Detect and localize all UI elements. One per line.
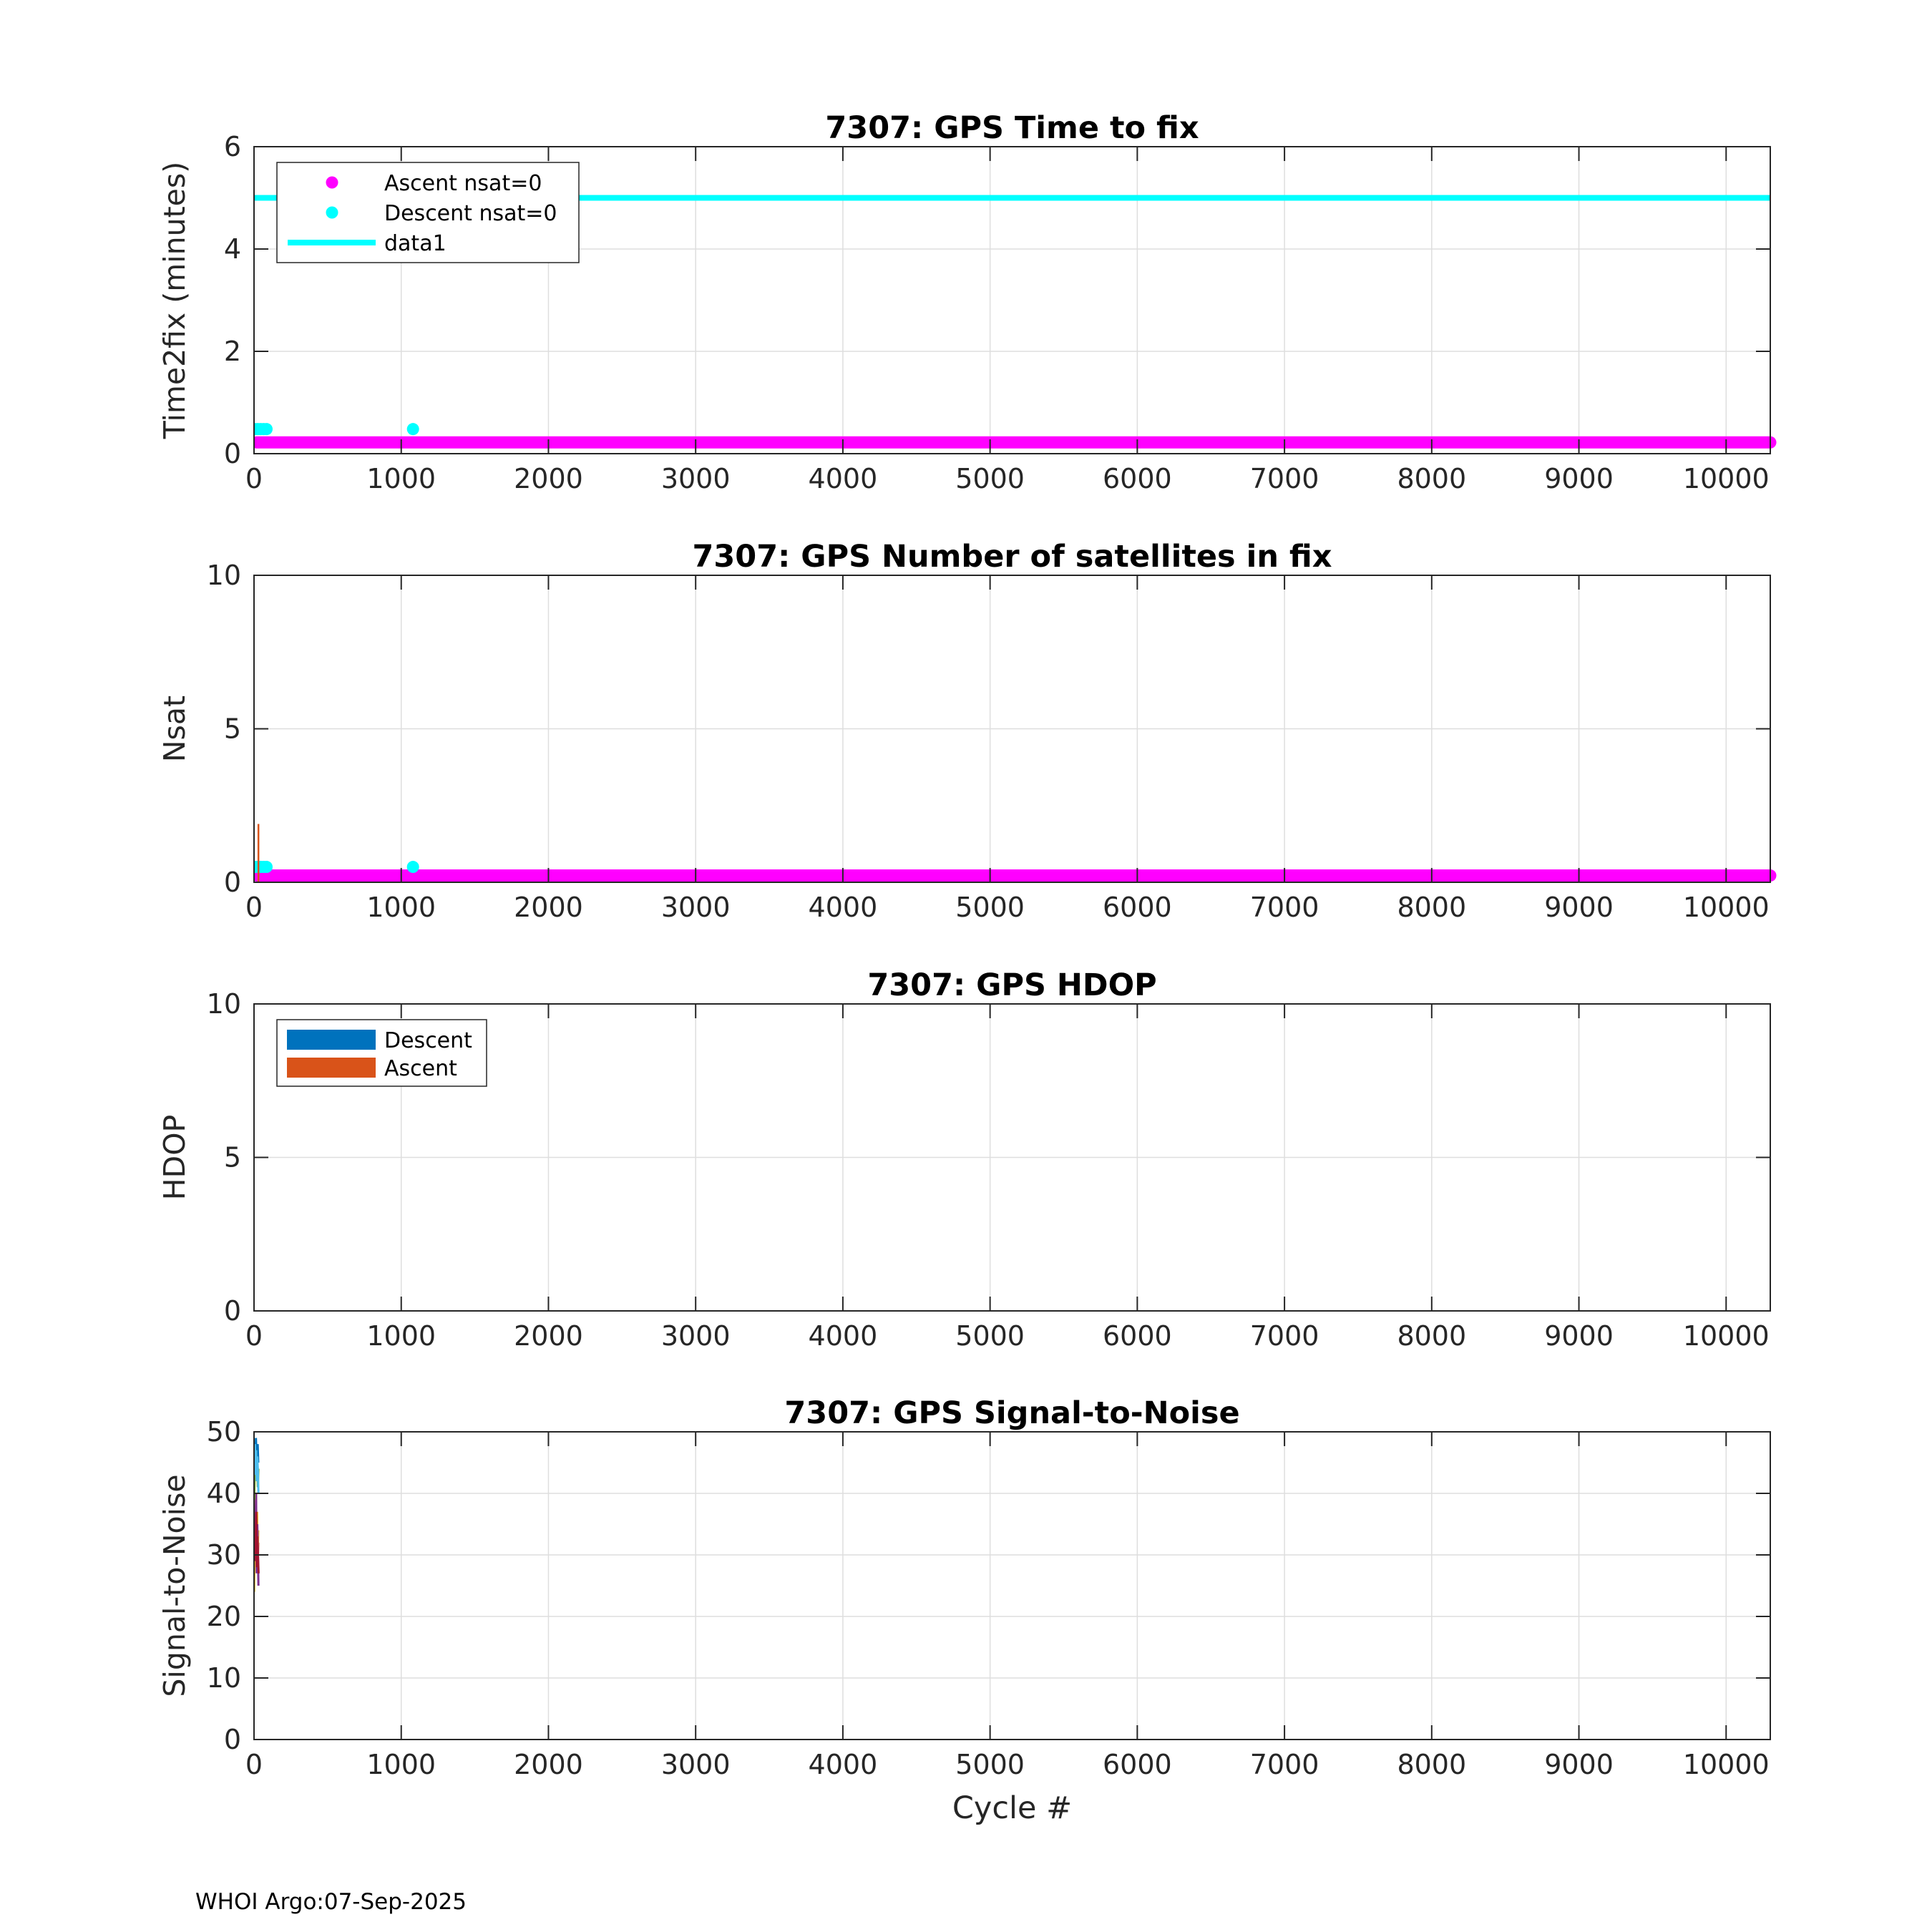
- y-tick-label: 10: [207, 988, 241, 1020]
- legend: Ascent nsat=0 Descent nsat=0 data1: [276, 162, 580, 263]
- x-tick-label: 5000: [955, 1749, 1025, 1780]
- chart-nsat: 0 1000 2000 3000 4000 5000 6000 7000 8000 9000 100…: [157, 539, 1777, 923]
- chart-title: 7307: GPS Number of satellites in fix: [692, 539, 1332, 575]
- data-point: [406, 423, 419, 436]
- x-tick-label: 4000: [809, 892, 878, 923]
- y-tick-label: 50: [207, 1416, 241, 1448]
- x-tick-label: 3000: [661, 892, 731, 923]
- x-tick-label: 1000: [366, 1749, 436, 1780]
- legend-swatch-bar: [287, 1030, 376, 1050]
- x-tick-label: 7000: [1250, 892, 1319, 923]
- legend-entry: data1: [384, 231, 447, 256]
- x-axis-label: Cycle #: [952, 1790, 1072, 1826]
- data-point: [260, 423, 273, 436]
- legend-swatch-marker: [326, 176, 338, 189]
- y-tick-label: 0: [224, 1724, 241, 1755]
- x-tick-label: 7000: [1250, 463, 1319, 494]
- x-tick-label: 6000: [1103, 1749, 1172, 1780]
- y-tick-label: 0: [224, 1295, 241, 1327]
- x-tick-label: 10000: [1683, 1749, 1770, 1780]
- data-layer: [254, 1438, 260, 1592]
- x-tick-label: 6000: [1103, 892, 1172, 923]
- x-tick-label: 10000: [1683, 892, 1770, 923]
- y-tick-label: 0: [224, 438, 241, 469]
- y-tick-label: 40: [207, 1478, 241, 1509]
- x-tick-label: 5000: [955, 892, 1025, 923]
- legend-entry: Ascent nsat=0: [384, 171, 542, 196]
- x-tick-label: 4000: [809, 1749, 878, 1780]
- x-tick-label: 3000: [661, 463, 731, 494]
- x-tick-label: 8000: [1397, 892, 1466, 923]
- x-tick-label: 8000: [1397, 1749, 1466, 1780]
- x-tick-label: 10000: [1683, 1320, 1770, 1352]
- x-tick-label: 2000: [514, 892, 583, 923]
- legend-swatch-bar: [287, 1058, 376, 1078]
- x-tick-label: 9000: [1544, 892, 1614, 923]
- x-tick-label: 0: [245, 1749, 263, 1780]
- y-tick-label: 5: [224, 713, 241, 745]
- y-tick-label: 6: [224, 131, 241, 162]
- x-tick-label: 2000: [514, 463, 583, 494]
- axes-box: [253, 1431, 1771, 1740]
- legend: Descent Ascent: [276, 1019, 487, 1087]
- x-tick-label: 2000: [514, 1749, 583, 1780]
- y-tick-label: 30: [207, 1539, 241, 1571]
- x-tick-label: 8000: [1397, 1320, 1466, 1352]
- x-tick-label: 8000: [1397, 463, 1466, 494]
- x-tick-label: 4000: [809, 463, 878, 494]
- x-tick-label: 1000: [366, 463, 436, 494]
- x-tick-label: 10000: [1683, 463, 1770, 494]
- y-axis-label: HDOP: [157, 1115, 192, 1200]
- chart-title: 7307: GPS Signal-to-Noise: [784, 1395, 1239, 1431]
- x-tick-label: 6000: [1103, 1320, 1172, 1352]
- y-axis-label: Time2fix (minutes): [157, 162, 192, 440]
- x-tick-label: 5000: [955, 1320, 1025, 1352]
- chart-title: 7307: GPS Time to fix: [825, 110, 1199, 146]
- y-tick-label: 0: [224, 867, 241, 898]
- y-tick-label: 10: [207, 560, 241, 591]
- x-tick-label: 3000: [661, 1749, 731, 1780]
- data-layer: [254, 824, 1777, 882]
- x-tick-label: 7000: [1250, 1749, 1319, 1780]
- chart-hdop: 0 1000 2000 3000 4000 5000 6000 7000 8000 9000 100…: [157, 967, 1771, 1352]
- y-axis-label: Signal-to-Noise: [157, 1474, 192, 1697]
- plot-area: [254, 1432, 1770, 1740]
- chart-time2fix: 0 1000 2000 3000 4000 5000 6000 7000 8000 9000 100…: [157, 110, 1777, 494]
- axes-box: [253, 146, 1771, 454]
- x-tick-label: 1000: [366, 1320, 436, 1352]
- data-point: [406, 861, 419, 874]
- series-line: [254, 1444, 260, 1494]
- x-tick-label: 9000: [1544, 1749, 1614, 1780]
- legend-entry: Descent nsat=0: [384, 201, 557, 226]
- x-tick-label: 3000: [661, 1320, 731, 1352]
- x-tick-label: 7000: [1250, 1320, 1319, 1352]
- x-tick-label: 9000: [1544, 463, 1614, 494]
- legend-entry: Descent: [384, 1028, 472, 1053]
- y-tick-label: 2: [224, 336, 241, 367]
- y-tick-label: 10: [207, 1662, 241, 1694]
- legend-entry: Ascent: [384, 1056, 457, 1081]
- x-tick-label: 9000: [1544, 1320, 1614, 1352]
- x-tick-label: 2000: [514, 1320, 583, 1352]
- y-tick-label: 4: [224, 233, 241, 265]
- footer-label: WHOI Argo:07-Sep-2025: [195, 1889, 467, 1915]
- x-tick-label: 6000: [1103, 463, 1172, 494]
- x-tick-label: 4000: [809, 1320, 878, 1352]
- x-tick-label: 0: [245, 892, 263, 923]
- chart-title: 7307: GPS HDOP: [867, 967, 1156, 1003]
- x-tick-label: 5000: [955, 463, 1025, 494]
- x-tick-label: 0: [245, 463, 263, 494]
- data-point: [260, 861, 273, 874]
- x-tick-label: 1000: [366, 892, 436, 923]
- y-axis-label: Nsat: [157, 696, 192, 762]
- chart-snr: 0 1000 2000 3000 4000 5000 6000 7000 8000 9000 100…: [157, 1395, 1771, 1826]
- y-tick-label: 20: [207, 1601, 241, 1632]
- series-line: [254, 1511, 260, 1574]
- x-tick-label: 0: [245, 1320, 263, 1352]
- legend-swatch-marker: [326, 206, 338, 219]
- y-tick-label: 5: [224, 1142, 241, 1174]
